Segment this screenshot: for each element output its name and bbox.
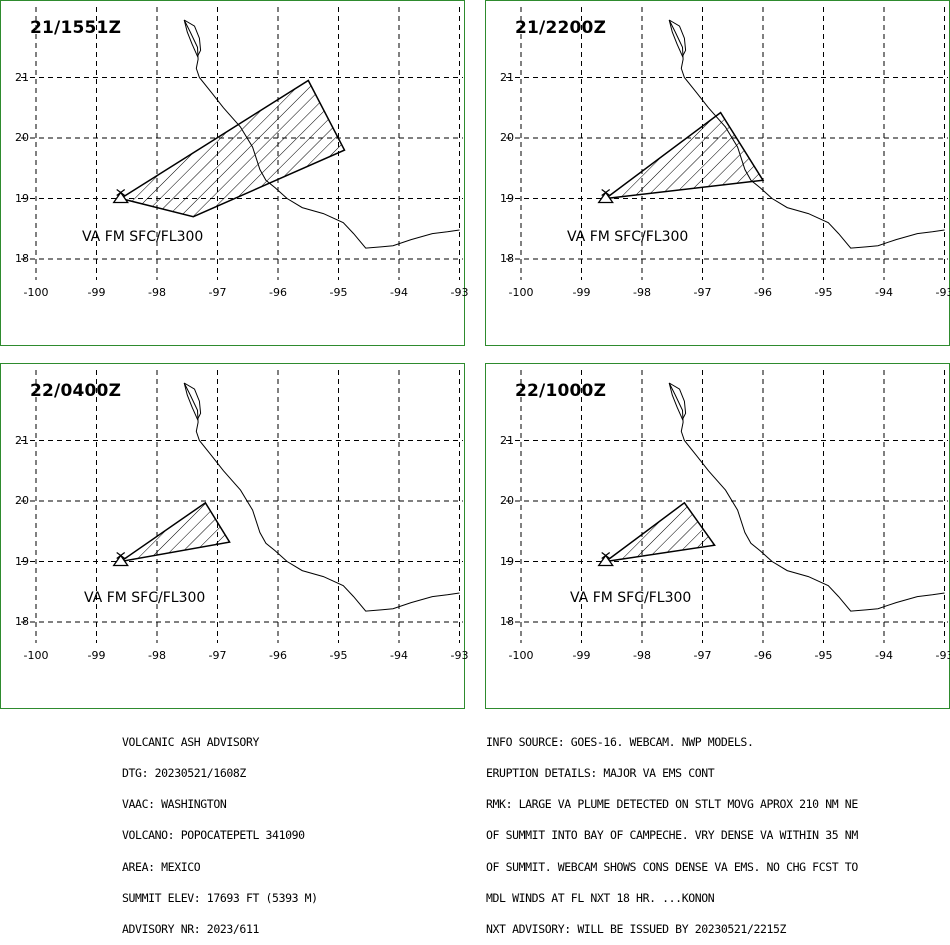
volcano-icon: [112, 189, 129, 204]
coastline: [668, 382, 945, 612]
lat-tick-label: 18: [15, 615, 29, 628]
va-layer-label: VA FM SFC/FL300: [82, 229, 204, 245]
lagoon-outline: [668, 19, 687, 58]
lon-tick-label: -97: [208, 649, 227, 662]
advisory-line: AREA: MEXICO: [122, 859, 201, 874]
lon-tick-label: -93: [935, 649, 950, 662]
va-layer-label: VA FM SFC/FL300: [84, 590, 206, 606]
lon-tick-label: -96: [269, 286, 287, 299]
lon-tick-label: -100: [508, 286, 534, 299]
lon-tick-label: -98: [148, 649, 166, 662]
advisory-info-right: INFO SOURCE: GOES-16. WEBCAM. NWP MODELS…: [486, 716, 858, 945]
lat-tick-label: 21: [15, 433, 29, 447]
map-panel-p2: 21/2200Z VA FM SFC/FL300 -100 -99 -98 -97 -9…: [485, 0, 950, 346]
ash-cloud-polygon: [120, 501, 231, 563]
lat-tick-label: 19: [15, 191, 29, 205]
lagoon-outline: [183, 19, 202, 58]
coastline: [183, 19, 460, 249]
lon-tick-label: -94: [390, 286, 408, 299]
lon-tick-label: -95: [329, 649, 348, 662]
lon-tick-label: -99: [87, 286, 106, 299]
lagoon-outline: [668, 382, 687, 421]
lat-tick-label: 19: [15, 554, 29, 568]
lon-tick-label: -96: [269, 649, 287, 662]
advisory-line: SUMMIT ELEV: 17693 FT (5393 M): [122, 890, 318, 905]
lat-tick-label: 20: [500, 494, 514, 507]
panel-time: 22/1000Z: [515, 381, 607, 401]
coastline: [183, 382, 460, 612]
lat-tick-label: 19: [500, 554, 514, 568]
advisory-line: RMK: LARGE VA PLUME DETECTED ON STLT MOV…: [486, 797, 858, 812]
lagoon-outline: [183, 382, 202, 421]
lon-tick-label: -98: [633, 286, 651, 299]
lat-tick-label: 20: [15, 131, 29, 144]
advisory-line: INFO SOURCE: GOES-16. WEBCAM. NWP MODELS…: [486, 734, 754, 749]
lon-tick-label: -95: [814, 286, 833, 299]
map-panel-p3: 22/0400Z VA FM SFC/FL300 -100 -99 -98 -97 -9…: [0, 363, 468, 709]
lon-tick-label: -98: [633, 649, 651, 662]
advisory-line: VAAC: WASHINGTON: [122, 797, 227, 812]
lat-tick-label: 20: [15, 494, 29, 507]
volcano-icon: [597, 552, 614, 567]
volcano-icon: [597, 189, 614, 204]
ash-cloud-polygon: [118, 79, 346, 218]
lon-tick-label: -97: [208, 286, 227, 299]
panel-time: 21/2200Z: [515, 18, 607, 38]
lon-tick-label: -96: [754, 649, 772, 662]
lat-tick-label: 21: [500, 433, 514, 447]
volcano-icon: [112, 552, 129, 567]
advisory-info-left: VOLCANIC ASH ADVISORY DTG: 20230521/1608…: [122, 716, 318, 945]
lon-tick-label: -93: [935, 286, 950, 299]
lon-tick-label: -96: [754, 286, 772, 299]
lat-tick-label: 18: [500, 252, 514, 265]
map-canvas: [506, 370, 948, 643]
lon-tick-label: -99: [572, 286, 591, 299]
map-panel-p4: 22/1000Z VA FM SFC/FL300 -100 -99 -98 -97 -9…: [485, 363, 950, 709]
va-layer-label: VA FM SFC/FL300: [567, 229, 689, 245]
lat-tick-label: 20: [500, 131, 514, 144]
lon-tick-label: -98: [148, 286, 166, 299]
coastline: [668, 19, 945, 249]
advisory-line: OF SUMMIT. WEBCAM SHOWS CONS DENSE VA EM…: [486, 859, 858, 874]
lon-tick-label: -99: [572, 649, 591, 662]
lon-tick-label: -100: [23, 286, 49, 299]
lat-tick-label: 19: [500, 191, 514, 205]
lon-tick-label: -93: [450, 286, 469, 299]
advisory-line: NXT ADVISORY: WILL BE ISSUED BY 20230521…: [486, 922, 787, 937]
map-canvas: [506, 7, 948, 280]
lon-tick-label: -94: [390, 649, 408, 662]
lon-tick-label: -94: [875, 286, 893, 299]
lon-tick-label: -95: [814, 649, 833, 662]
lat-tick-label: 18: [15, 252, 29, 265]
panel-time: 22/0400Z: [30, 381, 122, 401]
lat-tick-label: 21: [500, 70, 514, 84]
advisory-line: VOLCANO: POPOCATEPETL 341090: [122, 828, 305, 843]
map-panel-p1: 21/1551Z VA FM SFC/FL300 -100 -99 -98 -97 -9…: [0, 0, 468, 346]
advisory-line: MDL WINDS AT FL NXT 18 HR. ...KONON: [486, 890, 715, 905]
advisory-line: DTG: 20230521/1608Z: [122, 766, 246, 781]
lon-tick-label: -97: [693, 286, 712, 299]
lat-tick-label: 18: [500, 615, 514, 628]
lon-tick-label: -100: [23, 649, 49, 662]
advisory-line: VOLCANIC ASH ADVISORY: [122, 734, 259, 749]
va-layer-label: VA FM SFC/FL300: [570, 590, 692, 606]
advisory-line: ADVISORY NR: 2023/611: [122, 922, 259, 937]
lat-tick-label: 21: [15, 70, 29, 84]
ash-cloud-polygon: [603, 111, 765, 200]
lon-tick-label: -94: [875, 649, 893, 662]
advisory-line: ERUPTION DETAILS: MAJOR VA EMS CONT: [486, 766, 715, 781]
advisory-line: OF SUMMIT INTO BAY OF CAMPECHE. VRY DENS…: [486, 828, 858, 843]
lon-tick-label: -99: [87, 649, 106, 662]
map-canvas: [21, 7, 463, 280]
lon-tick-label: -95: [329, 286, 348, 299]
lon-tick-label: -93: [450, 649, 469, 662]
lon-tick-label: -97: [693, 649, 712, 662]
lon-tick-label: -100: [508, 649, 534, 662]
ash-cloud-polygon: [605, 501, 716, 563]
panel-time: 21/1551Z: [30, 18, 122, 38]
map-canvas: [21, 370, 463, 643]
